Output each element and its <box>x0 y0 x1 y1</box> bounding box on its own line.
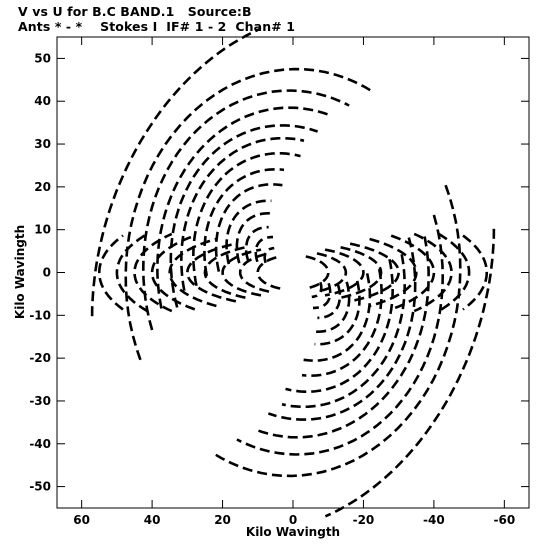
uv-track <box>254 236 430 439</box>
uv-track <box>203 246 246 299</box>
uv-track <box>235 212 274 264</box>
y-tick-label: 0 <box>43 266 51 280</box>
uv-track <box>179 136 305 291</box>
uv-track <box>437 232 471 313</box>
x-tick-label: 0 <box>289 513 297 527</box>
uv-track <box>390 234 436 311</box>
uv-track <box>324 228 496 518</box>
uv-track <box>168 237 217 308</box>
uv-track <box>211 184 462 478</box>
uv-track <box>150 234 196 311</box>
uv-track <box>317 284 342 320</box>
x-tick-label: 20 <box>214 513 231 527</box>
uv-track <box>141 89 350 331</box>
uv-track <box>238 252 270 293</box>
uv-track <box>214 183 283 272</box>
x-axis-ticks: 60 40 20 0 -20 -40 -60 <box>73 37 515 527</box>
y-axis-ticks: -50 -40 -30 -20 -10 0 10 20 30 40 50 <box>29 51 529 494</box>
uv-track <box>349 242 401 303</box>
uv-track <box>340 246 383 299</box>
uv-tracks <box>90 27 496 518</box>
x-tick-label: -20 <box>353 513 375 527</box>
uv-track <box>169 124 318 308</box>
x-tick-label: -40 <box>423 513 445 527</box>
y-tick-label: 40 <box>34 94 51 108</box>
y-tick-label: 20 <box>34 180 51 194</box>
plot-title: V vs U for B.C BAND.1 Source:B <box>18 4 252 19</box>
uv-track <box>312 281 351 333</box>
uv-track <box>244 225 269 261</box>
uv-track <box>256 255 281 290</box>
uv-track <box>316 252 348 293</box>
y-axis-label: Kilo Wavingth <box>13 225 27 319</box>
uv-track <box>185 242 237 303</box>
uv-track <box>156 106 332 309</box>
y-tick-label: -30 <box>29 394 51 408</box>
uv-track <box>124 67 375 361</box>
y-tick-label: -50 <box>29 480 51 494</box>
uv-track <box>133 232 173 313</box>
uv-track <box>268 237 417 421</box>
uv-track <box>324 248 365 297</box>
uv-track <box>98 234 124 311</box>
uv-track <box>236 214 445 456</box>
y-tick-label: 10 <box>34 223 51 237</box>
uv-track <box>303 273 372 362</box>
uv-track <box>221 248 262 297</box>
x-tick-label: -60 <box>493 513 515 527</box>
y-tick-label: 50 <box>34 51 51 65</box>
uv-track <box>90 27 262 317</box>
uv-track <box>263 246 275 264</box>
y-tick-label: -10 <box>29 308 51 322</box>
uv-track <box>369 237 418 308</box>
y-tick-label: 30 <box>34 137 51 151</box>
uv-track <box>115 232 149 313</box>
x-tick-label: 40 <box>144 513 161 527</box>
uv-track <box>311 281 323 299</box>
uv-track <box>254 235 273 263</box>
x-axis-label: Kilo Wavingth <box>246 525 340 539</box>
plot-subtitle: Ants * - * Stokes I IF# 1 - 2 Chan# 1 <box>18 19 296 34</box>
uv-track <box>462 234 488 311</box>
uv-track <box>305 255 330 290</box>
uv-track <box>301 268 383 378</box>
uv-track <box>413 232 453 313</box>
uv-track <box>313 282 332 310</box>
x-tick-label: 60 <box>73 513 90 527</box>
uv-track <box>203 167 285 277</box>
uv-track <box>281 254 407 409</box>
y-tick-label: -20 <box>29 351 51 365</box>
y-tick-label: -40 <box>29 437 51 451</box>
